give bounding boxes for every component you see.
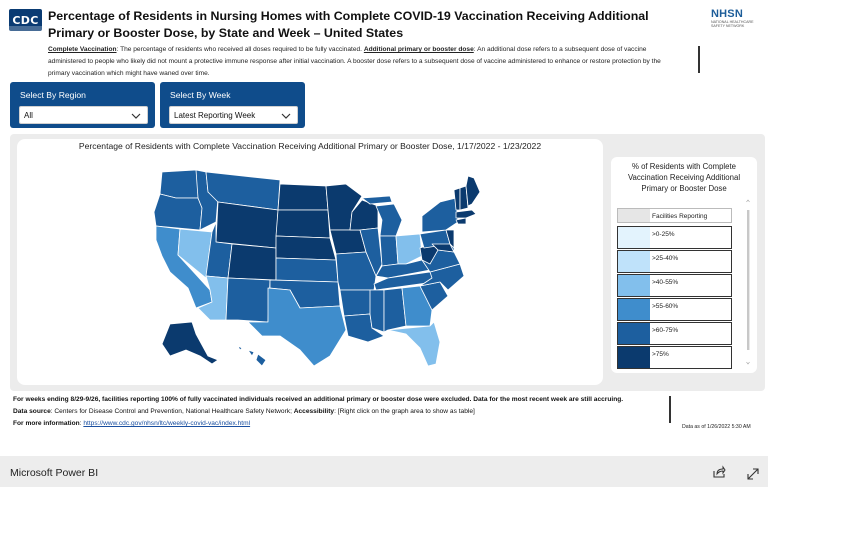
legend-label: >75% — [652, 351, 669, 358]
footer-note: For weeks ending 8/29-9/26, facilities r… — [13, 396, 623, 403]
cdc-logo: CDC — [9, 9, 42, 31]
data-source-line: Data source: Centers for Disease Control… — [13, 408, 475, 415]
us-choropleth-map[interactable] — [140, 160, 485, 375]
accessibility-text: : [Right click on the graph area to show… — [334, 408, 475, 415]
legend-label: >40-55% — [652, 279, 679, 286]
legend-item-0-25: >0-25% — [617, 226, 732, 249]
more-info-line: For more information: https://www.cdc.go… — [13, 420, 250, 427]
nhsn-logo-subtext: National Healthcare Safety Network — [711, 20, 754, 28]
legend-item-40-55: >40-55% — [617, 274, 732, 297]
region-dropdown-value: All — [24, 111, 33, 120]
data-source-text: : Centers for Disease Control and Preven… — [50, 408, 294, 415]
state-fl — [387, 321, 441, 367]
term-additional-dose: Additional primary or booster dose — [363, 46, 474, 53]
week-slicer-label: Select By Week — [170, 90, 231, 100]
week-dropdown-value: Latest Reporting Week — [174, 111, 256, 120]
state-il — [359, 227, 383, 277]
state-nh — [459, 185, 469, 211]
state-ne — [275, 235, 337, 261]
legend-swatch — [618, 299, 650, 320]
footer-scrollbar[interactable] — [669, 396, 671, 423]
more-info-colon: : — [79, 420, 84, 427]
legend-swatch — [618, 209, 650, 222]
state-nc — [419, 263, 465, 291]
state-ms — [369, 289, 385, 333]
legend-swatch — [618, 227, 650, 248]
state-nm — [225, 277, 271, 323]
region-slicer-label: Select By Region — [20, 90, 86, 100]
state-ar — [339, 289, 375, 317]
legend-item-facilities-reporting: Facilities Reporting — [617, 208, 732, 223]
description-scrollbar[interactable] — [698, 46, 700, 73]
data-as-of: Data as of 1/26/2022 5:30 AM — [682, 424, 751, 430]
powerbi-brand-link[interactable]: Microsoft Power BI — [10, 467, 99, 479]
state-de — [449, 243, 455, 253]
legend-item-25-40: >25-40% — [617, 250, 732, 273]
data-source-label: Data source — [13, 408, 51, 415]
state-me — [465, 175, 481, 207]
page-title: Percentage of Residents in Nursing Homes… — [48, 9, 649, 40]
legend-item-75-plus: >75% — [617, 346, 732, 369]
state-ks — [275, 257, 339, 283]
chevron-down-icon — [131, 113, 141, 119]
legend-label: Facilities Reporting — [652, 213, 708, 220]
state-hi — [237, 345, 267, 367]
legend-label: >25-40% — [652, 255, 679, 262]
state-wy — [215, 201, 279, 249]
state-ct — [455, 217, 467, 225]
state-co — [227, 243, 277, 281]
more-info-link[interactable]: https://www.cdc.gov/nhsn/ltc/weekly-covi… — [83, 420, 251, 427]
legend-label: >0-25% — [652, 231, 675, 238]
state-ma — [455, 209, 477, 219]
def-additional-dose: : An additional dose refers to a subsequ… — [48, 46, 661, 77]
state-wa — [159, 169, 201, 199]
def-complete-vaccination: : The percentage of residents who receiv… — [116, 46, 362, 53]
state-al — [383, 287, 407, 333]
state-tx — [247, 287, 347, 367]
state-oh — [395, 233, 423, 265]
legend-scrollbar[interactable] — [746, 198, 750, 368]
legend-item-60-75: >60-75% — [617, 322, 732, 345]
legend-label: >55-60% — [652, 303, 679, 310]
state-in — [379, 235, 399, 267]
region-dropdown[interactable]: All — [19, 106, 148, 124]
legend-item-55-60: >55-60% — [617, 298, 732, 321]
legend-title: % of Residents with Complete Vaccination… — [627, 162, 741, 193]
state-or — [153, 193, 203, 231]
state-ak — [161, 321, 219, 365]
exclusion-note: For weeks ending 8/29-9/26, facilities r… — [13, 396, 624, 403]
state-ny — [421, 197, 459, 233]
legend-swatch — [618, 323, 650, 344]
map-title: Percentage of Residents with Complete Va… — [78, 141, 542, 151]
legend-swatch — [618, 251, 650, 272]
accessibility-label: Accessibility — [293, 408, 335, 415]
week-slicer: Select By Week Latest Reporting Week — [160, 82, 305, 128]
week-dropdown[interactable]: Latest Reporting Week — [169, 106, 298, 124]
nhsn-logo: NHSN National Healthcare Safety Network — [711, 8, 761, 28]
state-sd — [275, 209, 331, 239]
term-complete-vaccination: Complete Vaccination — [48, 46, 117, 53]
chevron-down-icon — [281, 113, 291, 119]
powerbi-bar — [0, 456, 768, 487]
region-slicer: Select By Region All — [10, 82, 155, 128]
nhsn-logo-text: NHSN — [711, 8, 743, 20]
fullscreen-icon[interactable] — [746, 467, 760, 481]
share-icon[interactable] — [712, 465, 726, 479]
state-nv — [177, 228, 213, 279]
legend-swatch — [618, 347, 650, 368]
legend-swatch — [618, 275, 650, 296]
state-nd — [277, 183, 329, 211]
more-info-label: For more information — [13, 420, 80, 427]
legend-label: >60-75% — [652, 327, 679, 334]
state-ga — [401, 285, 433, 327]
definitions-text: Complete Vaccination: The percentage of … — [48, 44, 684, 80]
